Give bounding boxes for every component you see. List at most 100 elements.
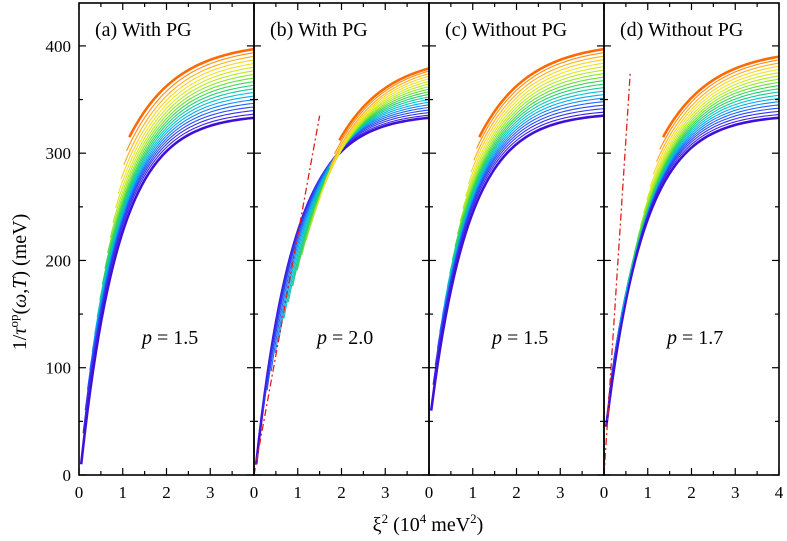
curves-group [79, 47, 254, 465]
panel-title: (a) With PG [95, 19, 192, 41]
y-tick-label: 200 [46, 251, 72, 270]
annotation-value: = 1.5 [152, 327, 198, 349]
series-line-12 [636, 81, 779, 240]
x-tick-label: 3 [381, 483, 390, 502]
x-tick-label: 1 [119, 483, 128, 502]
series-line-18 [473, 55, 604, 161]
series-line-13 [305, 86, 429, 241]
reference-line [604, 72, 631, 475]
x-tick-label: 0 [250, 483, 259, 502]
panel-title: (d) Without PG [620, 19, 743, 41]
series-line-17 [120, 59, 254, 180]
panel-title: (c) Without PG [445, 19, 567, 41]
panel-frame [428, 2, 605, 476]
annotation-symbol: p [490, 327, 502, 349]
panel-frame [603, 2, 780, 476]
series-line-20 [661, 55, 779, 138]
series-line-17 [470, 59, 604, 173]
panel-4: 0 1 2 3 4 (d) Without PG p = 1.7 [600, 2, 784, 502]
series-line-8 [96, 91, 254, 318]
curves-group [254, 67, 429, 475]
series-line-14 [643, 75, 779, 214]
panel-3: 0 1 2 3 (c) Without PG p = 1.5 [425, 2, 605, 502]
series-line-19 [659, 59, 779, 150]
series-line-11 [104, 81, 254, 269]
series-line-20 [128, 47, 254, 138]
curves-group [604, 55, 779, 475]
y-axis-title: 1/τop(ω,T) (meV) [6, 214, 31, 351]
annotation-symbol: p [140, 327, 152, 349]
series-line-11 [633, 85, 779, 254]
series-line-18 [123, 55, 254, 166]
series-line-13 [639, 78, 779, 227]
series-line-14 [462, 69, 604, 209]
series-line-15 [646, 72, 779, 201]
series-line-10 [451, 83, 604, 261]
series-line-7 [94, 95, 254, 335]
series-line-1 [429, 114, 604, 411]
series-line-20 [338, 67, 429, 141]
series-line-1 [604, 116, 779, 427]
series-line-1 [79, 116, 254, 465]
x-tick-label: 2 [337, 483, 346, 502]
x-tick-label: 0 [600, 483, 609, 502]
series-line-2 [432, 111, 604, 385]
series-line-11 [454, 80, 604, 248]
series-line-19 [126, 52, 254, 152]
x-axis-title: ξ2 (104 meV2) [373, 511, 484, 536]
annotation-symbol: p [665, 327, 677, 349]
series-line-16 [319, 78, 429, 197]
y-tick-label: 100 [46, 359, 72, 378]
reference-line [254, 115, 321, 475]
series-line-8 [446, 90, 604, 288]
series-line-13 [459, 73, 604, 222]
x-tick-label: 3 [556, 483, 565, 502]
series-line-15 [115, 66, 254, 209]
x-tick-label: 1 [644, 483, 653, 502]
series-line-6 [91, 99, 254, 352]
annotation-symbol: p [315, 327, 327, 349]
annotation-value: = 2.0 [327, 327, 373, 349]
y-tick-label: 0 [63, 466, 72, 485]
panel-frame [253, 2, 430, 476]
series-line-3 [434, 108, 604, 366]
x-tick-label: 2 [162, 483, 171, 502]
series-line-17 [652, 65, 779, 175]
y-tick-label: 300 [46, 144, 72, 163]
series-line-19 [334, 70, 429, 155]
series-line-5 [89, 102, 254, 371]
x-tick-label: 2 [512, 483, 521, 502]
series-line-12 [301, 88, 429, 256]
y-tick-label: 400 [46, 37, 72, 56]
series-line-4 [86, 106, 254, 390]
series-line-16 [649, 68, 779, 188]
x-tick-label: 1 [469, 483, 478, 502]
curves-group [429, 47, 604, 411]
series-line-12 [107, 77, 254, 254]
series-line-18 [656, 62, 779, 162]
series-line-13 [109, 73, 254, 238]
series-line-15 [465, 66, 604, 197]
panel-1: 0 1 2 3 (a) With PG p = 1.5 [75, 2, 255, 502]
panel-annotation: p = 1.7 [665, 327, 723, 349]
panel-frame [78, 2, 255, 476]
series-line-10 [101, 84, 254, 285]
series-line-2 [82, 113, 254, 434]
panel-title: (b) With PG [270, 19, 368, 41]
panel-annotation: p = 1.5 [140, 327, 198, 349]
panel-2: 0 1 2 3 (b) With PG p = 2.0 [250, 2, 430, 502]
x-tick-label: 0 [75, 483, 84, 502]
x-tick-label: 0 [425, 483, 434, 502]
x-tick-label: 1 [294, 483, 303, 502]
series-line-7 [444, 94, 604, 302]
series-line-19 [476, 52, 604, 149]
series-line-9 [99, 88, 254, 301]
x-tick-label: 2 [687, 483, 696, 502]
x-tick-label: 3 [206, 483, 215, 502]
series-line-3 [84, 110, 254, 411]
series-line-14 [112, 70, 254, 223]
series-line-16 [117, 63, 254, 194]
series-line-12 [457, 76, 604, 235]
panel-annotation: p = 1.5 [490, 327, 548, 349]
